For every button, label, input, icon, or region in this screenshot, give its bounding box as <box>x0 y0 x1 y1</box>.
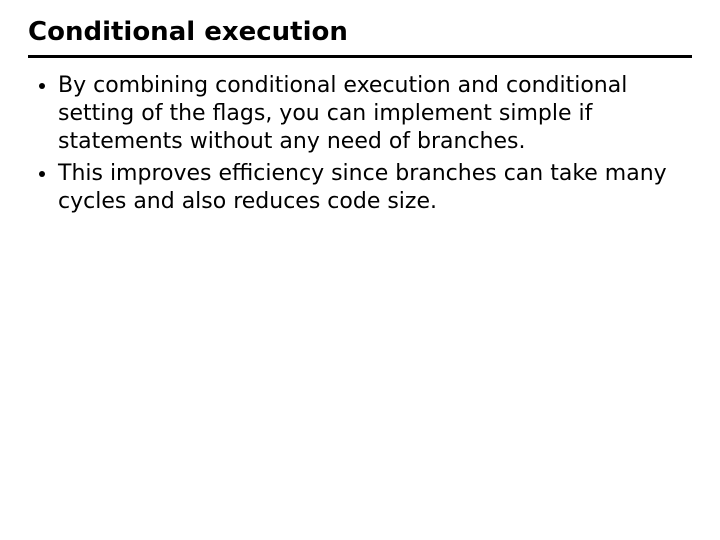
title-rule <box>28 55 692 58</box>
slide-title: Conditional execution <box>28 16 692 49</box>
list-item: By combining conditional execution and c… <box>58 72 678 156</box>
list-item: This improves efficiency since branches … <box>58 160 678 216</box>
bullet-list: By combining conditional execution and c… <box>28 72 692 217</box>
slide: Conditional execution By combining condi… <box>0 0 720 540</box>
